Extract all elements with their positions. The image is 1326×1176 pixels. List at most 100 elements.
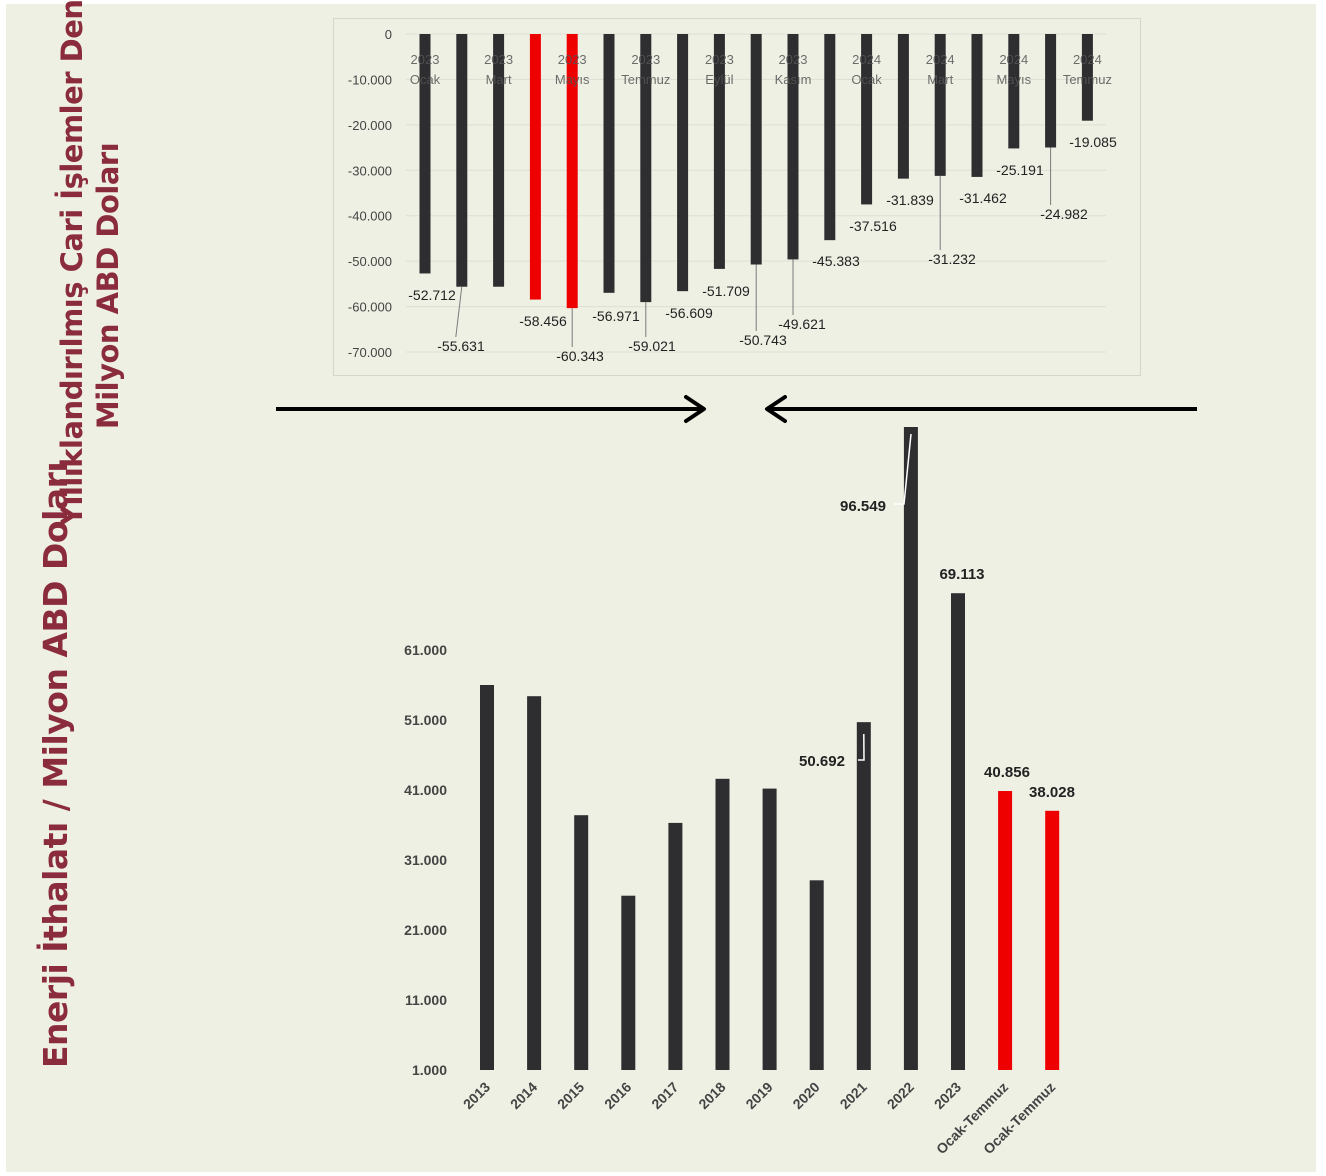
bottom-bars bbox=[480, 427, 1060, 1070]
bottom-bar bbox=[762, 788, 777, 1070]
top-bar bbox=[861, 34, 873, 205]
bottom-data-label: 40.856 bbox=[984, 764, 1030, 781]
bottom-bar bbox=[621, 895, 636, 1070]
top-data-label: -55.631 bbox=[437, 338, 485, 354]
top-data-label: -31.462 bbox=[959, 190, 1007, 206]
top-x-tick-year: 2023 bbox=[705, 52, 734, 67]
top-bar bbox=[971, 34, 983, 177]
top-data-label: -50.743 bbox=[739, 332, 787, 348]
current-account-chart: 0 -10.000 -20.000 -30.000 -40.000 -50.000 -60.… bbox=[348, 27, 1117, 364]
top-bar bbox=[1081, 34, 1093, 121]
top-bars bbox=[419, 34, 1093, 309]
left-arrow bbox=[765, 395, 1197, 423]
bottom-x-tick-label: 2016 bbox=[601, 1079, 634, 1112]
bottom-y-tick-label: 31.000 bbox=[404, 852, 447, 868]
top-x-tick-year: 2024 bbox=[999, 52, 1028, 67]
bottom-x-tick-label: 2019 bbox=[742, 1079, 775, 1112]
top-bar bbox=[456, 34, 468, 287]
top-data-label: -52.712 bbox=[408, 287, 456, 303]
top-data-label: -56.971 bbox=[592, 308, 640, 324]
bottom-bar bbox=[998, 791, 1013, 1070]
bottom-leader-line bbox=[858, 733, 865, 761]
arrows bbox=[276, 395, 1197, 423]
top-bar bbox=[897, 34, 909, 179]
top-bar bbox=[566, 34, 578, 309]
top-x-tick-year: 2024 bbox=[926, 52, 955, 67]
bottom-data-labels: 50.692 96.549 69.113 40.856 38.028 bbox=[799, 498, 1075, 801]
top-x-tick-month: Mart bbox=[486, 72, 512, 87]
top-x-axis-ticks: 2023 Ocak 2023 Mart 2023 Mayıs 2023 Temmuz 2023 E… bbox=[410, 52, 1112, 87]
current-account-chart-frame bbox=[333, 18, 1141, 376]
top-bar bbox=[750, 34, 762, 265]
top-y-tick-label: 0 bbox=[385, 27, 392, 42]
energy-imports-chart: 1.000 11.000 21.000 31.000 41.000 51.000 61.00… bbox=[404, 427, 1075, 1157]
bottom-leader-line bbox=[894, 433, 912, 505]
top-x-tick-year: 2023 bbox=[631, 52, 660, 67]
top-data-label: -51.709 bbox=[702, 283, 750, 299]
top-data-label: -25.191 bbox=[996, 162, 1044, 178]
bottom-x-tick-label: 2017 bbox=[648, 1079, 681, 1112]
top-bar bbox=[787, 34, 799, 260]
bottom-y-tick-label: 51.000 bbox=[404, 712, 447, 728]
top-bar bbox=[677, 34, 689, 292]
top-bar bbox=[640, 34, 652, 303]
top-data-label: -31.232 bbox=[928, 251, 976, 267]
top-x-tick-year: 2024 bbox=[1073, 52, 1102, 67]
top-data-label: -37.516 bbox=[849, 218, 897, 234]
bottom-data-label: 69.113 bbox=[939, 566, 984, 583]
top-bar bbox=[713, 34, 725, 269]
bottom-x-axis-ticks: 2013 2014 2015 2016 2017 2018 2019 2020 2021 2022… bbox=[460, 1079, 1059, 1157]
top-y-tick-label: -20.000 bbox=[348, 118, 392, 133]
top-grid bbox=[406, 33, 1106, 353]
top-x-tick-year: 2023 bbox=[411, 52, 440, 67]
right-arrow bbox=[276, 395, 706, 423]
figure-canvas: Yıllıklandırılmış Cari İşlemler Dengesi/… bbox=[6, 0, 1316, 1172]
top-x-tick-month: Mayıs bbox=[996, 72, 1031, 87]
top-y-tick-label: -50.000 bbox=[348, 254, 392, 269]
top-data-label: -31.839 bbox=[886, 192, 934, 208]
bottom-data-label: 50.692 bbox=[799, 753, 845, 770]
top-x-tick-year: 2024 bbox=[852, 52, 881, 67]
bottom-bar bbox=[715, 778, 730, 1070]
bottom-data-label: 38.028 bbox=[1029, 784, 1075, 801]
top-x-tick-month: Mart bbox=[927, 72, 953, 87]
bottom-bar bbox=[1045, 810, 1060, 1070]
top-y-tick-label: -30.000 bbox=[348, 163, 392, 178]
bottom-y-tick-label: 1.000 bbox=[412, 1062, 447, 1078]
bottom-x-tick-label: 2013 bbox=[460, 1079, 493, 1112]
top-data-label: -56.609 bbox=[665, 305, 713, 321]
bottom-bar bbox=[574, 815, 589, 1070]
top-bar bbox=[1008, 34, 1020, 149]
top-x-tick-month: Kasım bbox=[775, 72, 812, 87]
top-bar bbox=[493, 34, 505, 287]
top-x-tick-month: Mayıs bbox=[555, 72, 590, 87]
bottom-bar bbox=[951, 593, 965, 1070]
bottom-x-tick-label: 2022 bbox=[884, 1079, 917, 1112]
bottom-bar bbox=[480, 685, 494, 1070]
top-x-tick-month: Temmuz bbox=[1063, 72, 1112, 87]
top-bar bbox=[824, 34, 836, 241]
top-x-tick-month: Eylül bbox=[705, 72, 733, 87]
bottom-bar bbox=[668, 822, 683, 1070]
top-y-tick-label: -40.000 bbox=[348, 209, 392, 224]
top-data-labels: -52.712 -55.631 -58.456 -60.343 -56.971 -59.0… bbox=[408, 134, 1117, 364]
top-bar bbox=[419, 34, 431, 274]
top-leader-line bbox=[455, 286, 463, 338]
top-leader-lines bbox=[455, 147, 1052, 347]
bottom-x-tick-label: 2020 bbox=[789, 1079, 822, 1112]
bottom-y-axis-ticks: 1.000 11.000 21.000 31.000 41.000 51.000 61.00… bbox=[404, 642, 447, 1078]
bottom-leader-lines bbox=[858, 433, 912, 761]
top-x-tick-month: Temmuz bbox=[621, 72, 670, 87]
top-x-tick-month: Ocak bbox=[410, 72, 441, 87]
top-y-tick-label: -60.000 bbox=[348, 300, 392, 315]
bottom-bar bbox=[856, 722, 871, 1070]
bottom-bar bbox=[903, 427, 918, 1070]
bottom-y-tick-label: 21.000 bbox=[404, 922, 447, 938]
bottom-y-tick-label: 11.000 bbox=[405, 992, 447, 1008]
bottom-x-tick-label: 2021 bbox=[837, 1079, 870, 1112]
bottom-x-tick-label: 2014 bbox=[507, 1079, 540, 1112]
top-data-label: -58.456 bbox=[519, 313, 567, 329]
top-data-label: -45.383 bbox=[812, 253, 860, 269]
bottom-y-tick-label: 61.000 bbox=[404, 642, 447, 658]
top-bar bbox=[934, 34, 946, 176]
